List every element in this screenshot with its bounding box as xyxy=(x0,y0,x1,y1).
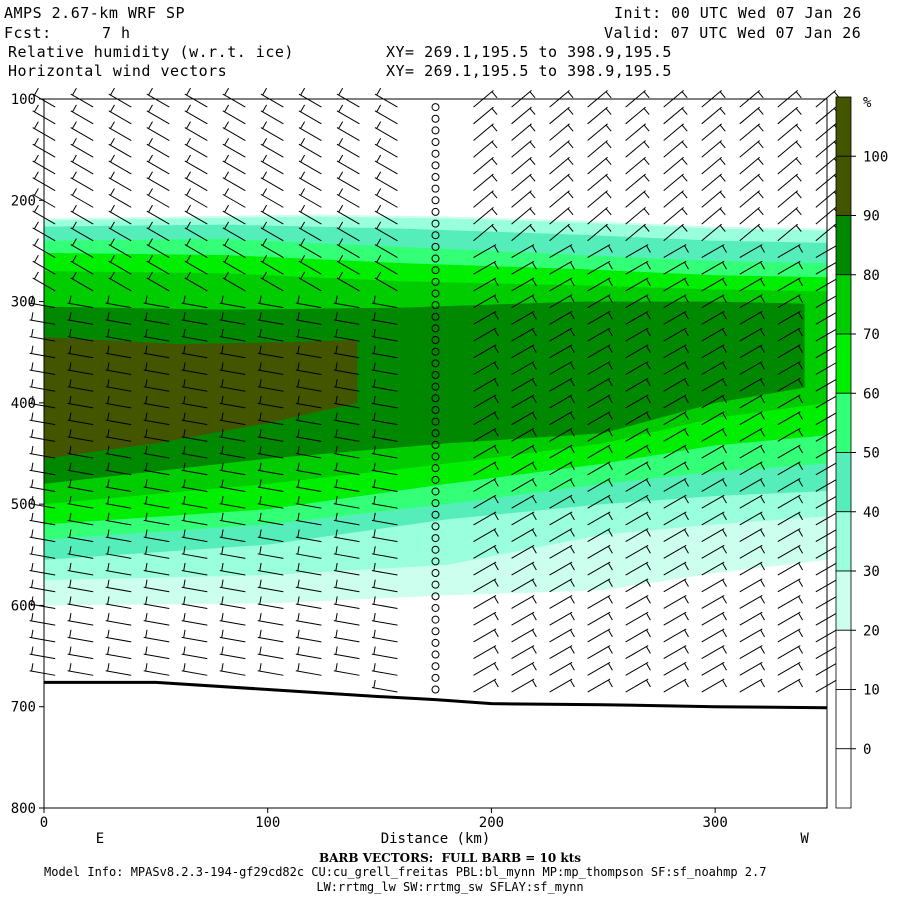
colorbar-cell-8 xyxy=(835,570,852,631)
colorbar-label-30: 30 xyxy=(863,564,880,580)
header-model: AMPS 2.67-km WRF SP xyxy=(4,4,186,22)
colorbar-cell-6 xyxy=(835,452,852,513)
y-tick-label-100: 100 xyxy=(11,92,36,108)
colorbar-label-40: 40 xyxy=(863,505,880,521)
colorbar-unit: % xyxy=(863,95,872,111)
colorbar-label-60: 60 xyxy=(863,386,880,402)
colorbar-cell-11 xyxy=(835,748,852,809)
rh-band-100 xyxy=(44,337,358,459)
header-fcst-label: Fcst: xyxy=(4,24,52,42)
y-tick-label-400: 400 xyxy=(11,396,36,412)
x-tick-label-300: 300 xyxy=(702,815,727,831)
colorbar-cell-9 xyxy=(835,629,852,690)
y-tick-label-200: 200 xyxy=(11,193,36,209)
terrain-fill xyxy=(44,682,827,808)
header-valid: Valid: 07 UTC Wed 07 Jan 26 xyxy=(604,24,862,42)
y-tick-label-600: 600 xyxy=(11,598,36,614)
header-init: Init: 00 UTC Wed 07 Jan 26 xyxy=(614,4,862,22)
model-info-2: LW:rrtmg_lw SW:rrtmg_sw SFLAY:sf_mynn xyxy=(316,880,584,894)
x-tick-label-0: 0 xyxy=(40,815,48,831)
colorbar-cell-5 xyxy=(835,392,852,453)
colorbar-label-100: 100 xyxy=(863,149,888,165)
colorbar-cell-3 xyxy=(835,274,852,335)
header-xy2: XY= 269.1,195.5 to 398.9,195.5 xyxy=(386,62,672,80)
colorbar-cell-10 xyxy=(835,689,852,750)
colorbar-label-10: 10 xyxy=(863,683,880,699)
header-xy1: XY= 269.1,195.5 to 398.9,195.5 xyxy=(386,43,672,61)
colorbar-cell-0 xyxy=(835,96,852,157)
x-tick-label-200: 200 xyxy=(479,815,504,831)
colorbar-label-0: 0 xyxy=(863,742,871,758)
y-tick-label-300: 300 xyxy=(11,295,36,311)
x-end-label-west: W xyxy=(800,831,809,847)
colorbar-cell-7 xyxy=(835,511,852,572)
colorbar-label-70: 70 xyxy=(863,327,880,343)
plot-frame xyxy=(43,98,828,809)
model-info: Model Info: MPASv8.2.3-194-gf29cd82c CU:… xyxy=(44,865,767,879)
wind-barbs xyxy=(29,87,842,694)
header-field2: Horizontal wind vectors xyxy=(8,62,228,80)
barb-note: BARB VECTORS: FULL BARB = 10 kts xyxy=(318,851,582,865)
colorbar-label-80: 80 xyxy=(863,268,880,284)
y-tick-label-700: 700 xyxy=(11,700,36,716)
colorbar-cell-4 xyxy=(835,333,852,394)
colorbar-label-50: 50 xyxy=(863,446,880,462)
colorbar-label-20: 20 xyxy=(863,623,880,639)
colorbar-cell-2 xyxy=(835,215,852,276)
y-tick-label-500: 500 xyxy=(11,497,36,513)
x-tick-label-100: 100 xyxy=(255,815,280,831)
x-end-label-east: E xyxy=(96,831,104,847)
terrain-line xyxy=(44,680,828,710)
y-tick-label-800: 800 xyxy=(11,801,36,817)
colorbar-cell-1 xyxy=(835,155,852,216)
header-field1: Relative humidity (w.r.t. ice) xyxy=(8,43,294,61)
header-fcst-value: 7 h xyxy=(102,24,131,42)
colorbar-label-90: 90 xyxy=(863,209,880,225)
x-axis-label: Distance (km) xyxy=(381,831,491,847)
